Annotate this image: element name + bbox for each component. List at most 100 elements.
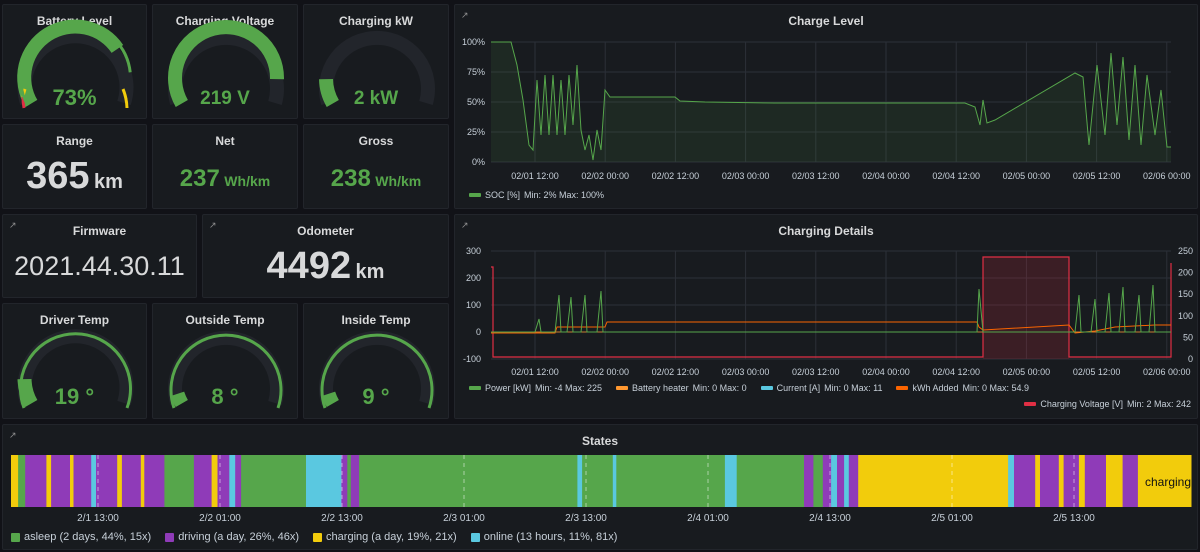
gross-panel[interactable]: Gross 238 Wh/km — [303, 124, 449, 209]
state-segment[interactable] — [96, 455, 118, 507]
state-segment[interactable] — [241, 455, 307, 507]
legend-swatch — [470, 532, 480, 542]
state-segment[interactable] — [813, 455, 824, 507]
state-segment[interactable] — [724, 455, 738, 507]
state-segment[interactable] — [822, 455, 832, 507]
state-segment[interactable] — [1122, 455, 1139, 507]
legend-item-online[interactable]: online (13 hours, 11%, 81x) — [470, 531, 617, 543]
state-segment[interactable] — [121, 455, 142, 507]
legend-item-power[interactable]: Power [kW] Min: -4 Max: 225 — [469, 383, 602, 393]
power-line — [491, 284, 1171, 333]
y-tick-label: 0% — [472, 157, 485, 167]
battery-level-panel[interactable]: Battery Level 73% — [2, 4, 147, 119]
legend-item-kwh-added[interactable]: kWh Added Min: 0 Max: 54.9 — [896, 383, 1029, 393]
state-segment[interactable] — [1008, 455, 1015, 507]
state-segment[interactable] — [837, 455, 845, 507]
state-segment[interactable] — [140, 455, 145, 507]
state-segment[interactable] — [25, 455, 47, 507]
x-tick-label: 02/03 12:00 — [792, 171, 840, 181]
legend-item-asleep[interactable]: asleep (2 days, 44%, 15x) — [11, 531, 151, 543]
odometer-stat: 4492 km — [203, 245, 448, 288]
state-segment[interactable] — [736, 455, 805, 507]
state-segment[interactable] — [11, 455, 19, 507]
state-segment[interactable] — [193, 455, 213, 507]
state-segment[interactable] — [359, 455, 578, 507]
y-right-tick-label: 200 — [1178, 268, 1193, 278]
state-segment[interactable] — [306, 455, 342, 507]
state-segment[interactable] — [1058, 455, 1064, 507]
state-segment[interactable] — [217, 455, 230, 507]
charge-level-panel[interactable]: ↗ Charge Level 100% 75% 50% 25% 0% 02/01 12:… — [454, 4, 1198, 209]
state-segment[interactable] — [70, 455, 74, 507]
state-segment[interactable] — [848, 455, 859, 507]
charging-details-legend-right[interactable]: Charging Voltage [V] Min: 2 Max: 242 — [1024, 399, 1191, 409]
range-panel[interactable]: Range 365 km — [2, 124, 147, 209]
charge-level-chart: 100% 75% 50% 25% 0% 02/01 12:00 02/02 00:00 02… — [462, 37, 1191, 181]
state-segment[interactable] — [582, 455, 614, 507]
panel-link-icon[interactable]: ↗ — [461, 220, 469, 230]
state-segment[interactable] — [164, 455, 195, 507]
state-segment[interactable] — [144, 455, 165, 507]
panel-link-icon[interactable]: ↗ — [9, 220, 17, 230]
net-panel[interactable]: Net 237 Wh/km — [152, 124, 298, 209]
state-segment[interactable] — [1040, 455, 1060, 507]
outside-temp-gauge — [168, 330, 284, 409]
state-segment[interactable] — [844, 455, 850, 507]
state-segment[interactable] — [211, 455, 218, 507]
x-tick-label: 2/2 13:00 — [321, 513, 363, 524]
legend-item-battery-heater[interactable]: Battery heater Min: 0 Max: 0 — [616, 383, 747, 393]
state-segment[interactable] — [1035, 455, 1041, 507]
panel-link-icon[interactable]: ↗ — [209, 220, 217, 230]
state-segment[interactable] — [341, 455, 348, 507]
net-stat: 237 Wh/km — [153, 165, 297, 193]
y-tick-label: 100% — [462, 37, 485, 47]
charging-details-panel[interactable]: ↗ Charging Details 300 200 100 0 -100 250 200… — [454, 214, 1198, 419]
state-segment[interactable] — [117, 455, 123, 507]
state-segment[interactable] — [350, 455, 360, 507]
x-tick-label: 02/04 12:00 — [932, 367, 980, 377]
charging-kw-panel[interactable]: Charging kW 2 kW — [303, 4, 449, 119]
state-segment[interactable] — [347, 455, 352, 507]
state-segment[interactable] — [804, 455, 814, 507]
state-segment[interactable] — [831, 455, 838, 507]
state-segment[interactable] — [73, 455, 92, 507]
firmware-stat: 2021.44.30.11 — [3, 251, 196, 282]
state-segment[interactable] — [616, 455, 726, 507]
state-segment[interactable] — [235, 455, 242, 507]
charging-details-chart: 300 200 100 0 -100 250 200 150 100 50 0 02/01 12:… — [463, 246, 1193, 377]
charge-level-legend[interactable]: SOC [%] Min: 2% Max: 100% — [469, 190, 604, 200]
state-segment[interactable] — [577, 455, 583, 507]
outside-temp-panel[interactable]: Outside Temp 8 ° — [152, 303, 298, 419]
legend-item-charging[interactable]: charging (a day, 19%, 21x) — [313, 531, 457, 543]
state-segment[interactable] — [91, 455, 97, 507]
state-segment[interactable] — [1137, 455, 1192, 507]
state-segment[interactable] — [1014, 455, 1036, 507]
state-segment[interactable] — [858, 455, 1009, 507]
states-legend[interactable]: asleep (2 days, 44%, 15x) driving (a day… — [11, 531, 627, 543]
panel-link-icon[interactable]: ↗ — [461, 10, 469, 20]
state-segment[interactable] — [51, 455, 71, 507]
x-tick-label: 02/04 00:00 — [862, 171, 910, 181]
state-segment[interactable] — [46, 455, 52, 507]
inside-temp-panel[interactable]: Inside Temp 9 ° — [303, 303, 449, 419]
state-segment[interactable] — [1106, 455, 1123, 507]
charging-voltage-panel[interactable]: Charging Voltage 219 V — [152, 4, 298, 119]
states-panel[interactable]: ↗ States 2/1 13:00 2/2 01:00 2/2 13:00 2/3 … — [2, 424, 1198, 550]
state-segment[interactable] — [1078, 455, 1086, 507]
gross-unit: Wh/km — [375, 173, 422, 189]
panel-link-icon[interactable]: ↗ — [9, 430, 17, 440]
firmware-panel[interactable]: ↗ Firmware 2021.44.30.11 — [2, 214, 197, 298]
legend-item-current[interactable]: Current [A] Min: 0 Max: 11 — [760, 383, 882, 393]
state-segment[interactable] — [229, 455, 236, 507]
odometer-panel[interactable]: ↗ Odometer 4492 km — [202, 214, 449, 298]
charging-details-legend[interactable]: Power [kW] Min: -4 Max: 225 Battery heate… — [469, 383, 1039, 393]
state-segment[interactable] — [18, 455, 26, 507]
legend-item-driving[interactable]: driving (a day, 26%, 46x) — [165, 531, 299, 543]
battery-gauge — [17, 19, 134, 109]
soc-line — [491, 41, 1171, 161]
state-segment[interactable] — [612, 455, 617, 507]
driver-temp-panel[interactable]: Driver Temp 19 ° — [2, 303, 147, 419]
state-segment[interactable] — [1084, 455, 1107, 507]
state-segment[interactable] — [1063, 455, 1080, 507]
legend-series-name: Power [kW] — [485, 383, 532, 393]
